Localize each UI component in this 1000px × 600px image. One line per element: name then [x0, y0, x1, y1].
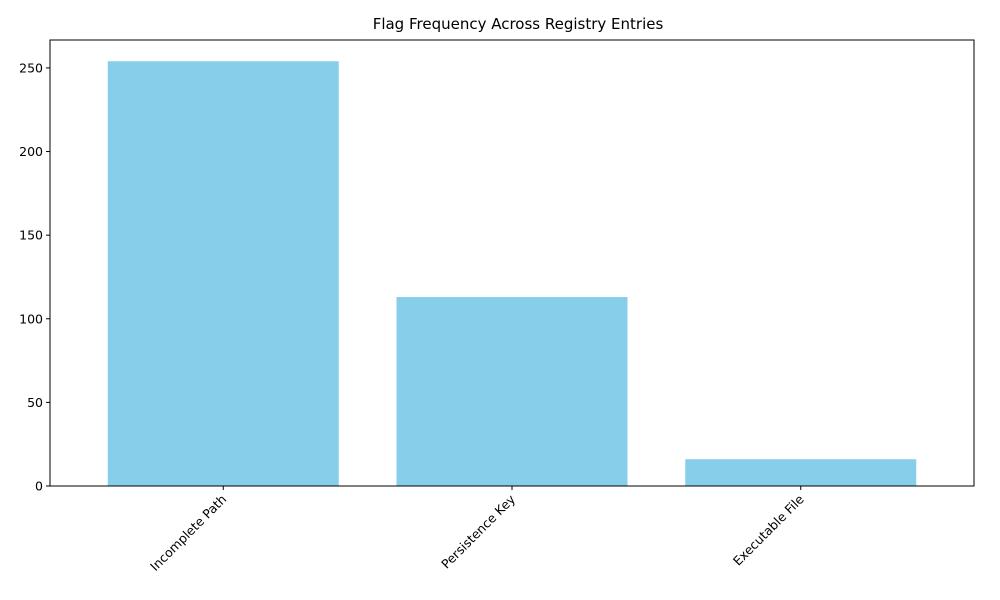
y-axis: 0 50 100 150 200 250: [19, 60, 50, 494]
bars-group: [107, 61, 917, 486]
y-tick-label: 50: [27, 395, 43, 410]
x-tick-label: Executable File: [730, 491, 807, 568]
x-tick-label: Incomplete Path: [147, 492, 229, 574]
y-tick-label: 150: [19, 228, 43, 243]
y-tick-label: 200: [19, 144, 43, 159]
y-tick-label: 250: [19, 60, 43, 75]
x-tick-label: Persistence Key: [438, 491, 518, 571]
y-tick-label: 0: [35, 479, 43, 494]
bar-persistence-key: [396, 297, 628, 486]
bar-incomplete-path: [107, 61, 339, 486]
chart-title: Flag Frequency Across Registry Entries: [373, 15, 664, 33]
y-tick-label: 100: [19, 311, 43, 326]
plot-frame: [49, 39, 975, 487]
bar-executable-file: [685, 459, 917, 486]
x-axis: Incomplete Path Persistence Key Executable…: [147, 486, 807, 574]
